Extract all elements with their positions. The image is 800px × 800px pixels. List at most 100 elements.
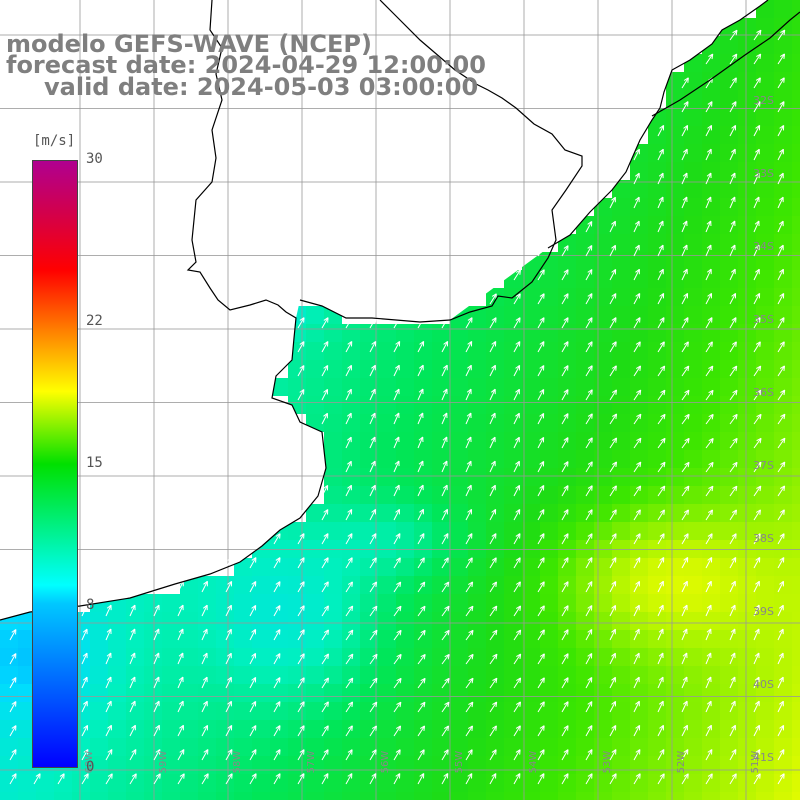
wind-arrow <box>681 509 689 521</box>
wind-arrow <box>777 749 785 761</box>
wind-cell <box>630 396 648 414</box>
wind-arrow <box>297 749 305 761</box>
wind-cell <box>792 486 800 504</box>
wind-cell <box>360 468 378 486</box>
wind-arrow <box>81 749 89 761</box>
wind-arrow <box>585 533 593 545</box>
wind-cell <box>18 684 36 702</box>
wind-cell <box>666 180 684 198</box>
wind-cell <box>396 558 414 576</box>
wind-arrow <box>153 604 160 617</box>
wind-cell <box>324 504 342 522</box>
wind-cell <box>666 360 684 378</box>
wind-cell <box>108 648 126 666</box>
wind-arrow <box>129 773 137 785</box>
wind-arrow <box>681 196 688 209</box>
wind-cell <box>666 558 684 576</box>
wind-cell <box>252 630 270 648</box>
wind-cell <box>792 576 800 594</box>
colorbar-tick-label: 0 <box>86 759 95 775</box>
wind-cell <box>468 414 486 432</box>
wind-cell <box>324 324 342 342</box>
wind-arrow <box>249 749 257 761</box>
wind-cell <box>396 648 414 666</box>
wind-arrow <box>777 53 786 65</box>
wind-cell <box>468 738 486 756</box>
wind-cell <box>612 522 630 540</box>
wind-cell <box>792 0 800 18</box>
wind-cell <box>324 702 342 720</box>
wind-arrow <box>465 388 472 401</box>
wind-cell <box>774 378 792 396</box>
wind-arrow <box>777 244 784 257</box>
wind-cell <box>396 576 414 594</box>
wind-cell <box>576 360 594 378</box>
wind-cell <box>378 630 396 648</box>
wind-cell <box>792 738 800 756</box>
wind-cell <box>540 432 558 450</box>
wind-cell <box>396 774 414 792</box>
wind-cell <box>630 468 648 486</box>
wind-arrow <box>513 629 522 641</box>
wind-cell <box>612 558 630 576</box>
wind-cell <box>450 432 468 450</box>
wind-cell <box>540 720 558 738</box>
wind-cell <box>576 432 594 450</box>
wind-cell <box>792 630 800 648</box>
wind-arrow <box>753 604 760 617</box>
wind-arrow <box>729 628 736 641</box>
wind-cell <box>90 648 108 666</box>
wind-cell <box>270 756 288 774</box>
wind-arrow <box>585 245 593 257</box>
wind-arrow <box>129 749 137 761</box>
wind-arrow <box>201 700 208 713</box>
wind-cell <box>198 738 216 756</box>
wind-cell <box>378 648 396 666</box>
wind-cell <box>18 738 36 756</box>
wind-arrow <box>465 533 473 545</box>
wind-arrow <box>585 605 593 617</box>
wind-cell <box>252 594 270 612</box>
wind-arrow <box>441 629 450 641</box>
wind-cell <box>252 792 270 800</box>
wind-arrow <box>561 365 569 377</box>
wind-cell <box>576 720 594 738</box>
wind-cell <box>702 414 720 432</box>
wind-cell <box>486 792 504 800</box>
wind-cell <box>468 360 486 378</box>
wind-cell <box>450 594 468 612</box>
wind-cell <box>648 396 666 414</box>
wind-cell <box>414 684 432 702</box>
wind-cell <box>720 612 738 630</box>
wind-cell <box>630 774 648 792</box>
wind-arrow <box>393 460 400 473</box>
wind-arrow <box>705 533 713 545</box>
wind-arrow <box>105 604 112 617</box>
wind-cell <box>504 792 522 800</box>
wind-cell <box>630 522 648 540</box>
wind-arrow <box>513 773 521 785</box>
wind-cell <box>18 612 36 630</box>
wind-cell <box>504 684 522 702</box>
wind-cell <box>594 450 612 468</box>
wind-cell <box>216 720 234 738</box>
wind-arrow <box>513 388 520 401</box>
wind-cell <box>432 648 450 666</box>
wind-arrow <box>537 436 545 449</box>
wind-arrow <box>561 557 569 569</box>
wind-arrow <box>729 676 736 689</box>
wind-cell <box>720 342 738 360</box>
wind-cell <box>594 684 612 702</box>
wind-cell <box>396 450 414 468</box>
wind-cell <box>576 468 594 486</box>
wind-arrow <box>729 652 736 665</box>
wind-cell <box>594 648 612 666</box>
wind-cell <box>594 396 612 414</box>
wind-cell <box>594 288 612 306</box>
wind-cell <box>522 522 540 540</box>
wind-arrow <box>249 581 257 593</box>
wind-arrow <box>705 724 712 737</box>
wind-arrow <box>465 773 473 785</box>
wind-cell <box>432 432 450 450</box>
wind-cell <box>630 378 648 396</box>
